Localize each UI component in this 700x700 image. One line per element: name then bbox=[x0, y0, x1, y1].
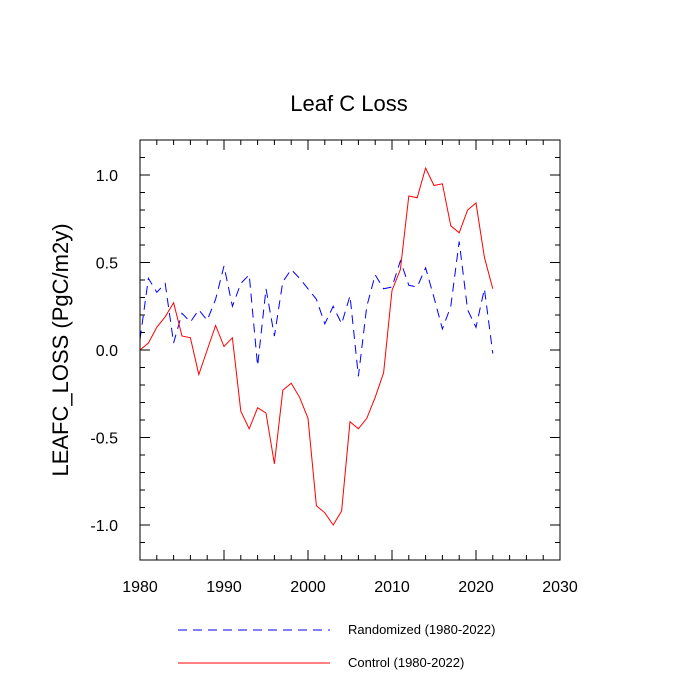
y-tick-label: 0.0 bbox=[96, 343, 118, 360]
series-line-control bbox=[139, 166, 494, 526]
series-lines bbox=[139, 166, 494, 526]
y-tick-label: 0.5 bbox=[96, 256, 118, 273]
chart-title: Leaf C Loss bbox=[290, 91, 407, 116]
x-tick-label: 2030 bbox=[542, 579, 578, 596]
series-line-randomized bbox=[139, 241, 494, 377]
y-axis-label: LEAFC_LOSS (PgC/m2y) bbox=[48, 223, 73, 476]
legend: Randomized (1980-2022) Control (1980-202… bbox=[178, 622, 495, 670]
axis-ticks bbox=[139, 139, 561, 561]
x-tick-label: 2020 bbox=[458, 579, 494, 596]
x-tick-label: 1980 bbox=[122, 579, 158, 596]
legend-label-randomized: Randomized (1980-2022) bbox=[348, 622, 495, 637]
x-tick-label: 2010 bbox=[374, 579, 410, 596]
y-tick-label: -1.0 bbox=[90, 518, 118, 535]
plot-frame bbox=[139, 139, 561, 561]
y-tick-label: 1.0 bbox=[96, 168, 118, 185]
legend-label-control: Control (1980-2022) bbox=[348, 655, 464, 670]
y-tick-label: -0.5 bbox=[90, 431, 118, 448]
axis-tick-labels: 1980 1990 2000 2010 2020 2030 -1.0 -0.5 0.0 0.5 1.… bbox=[90, 168, 577, 596]
x-tick-label: 2000 bbox=[290, 579, 326, 596]
x-tick-label: 1990 bbox=[206, 579, 242, 596]
